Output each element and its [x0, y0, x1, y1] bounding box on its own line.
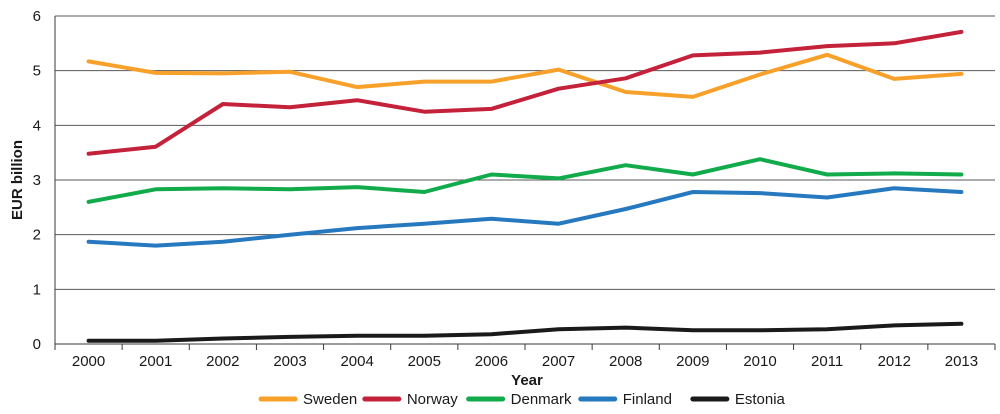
legend-label-norway: Norway: [407, 391, 458, 408]
series-line-sweden: [86, 52, 964, 99]
y-tick-label-4: 4: [33, 117, 41, 134]
axes: 0 1 2 3 4 5 6 2000 2001 2002 2003 2004 2005 2006 2007 2…: [33, 8, 996, 370]
series-line-denmark: [86, 157, 964, 204]
y-tick-label-3: 3: [33, 172, 41, 189]
y-tick-label-2: 2: [33, 227, 41, 244]
x-tick-label-2008: 2008: [609, 353, 642, 370]
x-tick-label-2000: 2000: [72, 353, 105, 370]
y-tick-label-6: 6: [33, 8, 41, 25]
x-tick-label-2013: 2013: [945, 353, 978, 370]
y-tick-label-5: 5: [33, 63, 41, 80]
x-tick-label-2011: 2011: [811, 353, 843, 370]
legend-item-norway: Norway: [362, 391, 458, 408]
x-tick-label-2001: 2001: [139, 353, 172, 370]
y-tick-label-1: 1: [33, 281, 41, 298]
x-tick-label-2005: 2005: [408, 353, 441, 370]
gridlines: [55, 15, 995, 290]
x-tick-label-2009: 2009: [676, 353, 709, 370]
legend: Sweden Norway Denmark Finland Estonia: [258, 391, 786, 408]
x-tick-label-2006: 2006: [475, 353, 508, 370]
x-tick-label-2003: 2003: [273, 353, 306, 370]
series-line-estonia: [86, 321, 964, 343]
legend-label-finland: Finland: [623, 391, 672, 408]
y-axis-title: EUR billion: [9, 140, 26, 220]
legend-item-denmark: Denmark: [466, 391, 572, 408]
legend-label-estonia: Estonia: [735, 391, 786, 408]
x-tick-label-2010: 2010: [743, 353, 776, 370]
series-lines: [86, 29, 964, 343]
series-line-finland: [86, 186, 964, 248]
y-tick-label-0: 0: [33, 336, 41, 353]
series-line-norway: [86, 29, 964, 156]
x-axis-title: Year: [511, 372, 543, 389]
x-tick-label-2012: 2012: [878, 353, 911, 370]
legend-item-finland: Finland: [578, 391, 672, 408]
legend-item-sweden: Sweden: [258, 391, 357, 408]
x-tick-label-2002: 2002: [206, 353, 239, 370]
legend-label-denmark: Denmark: [511, 391, 572, 408]
x-tick-label-2004: 2004: [340, 353, 373, 370]
legend-item-estonia: Estonia: [690, 391, 786, 408]
legend-label-sweden: Sweden: [303, 391, 357, 408]
x-tick-label-2007: 2007: [542, 353, 575, 370]
